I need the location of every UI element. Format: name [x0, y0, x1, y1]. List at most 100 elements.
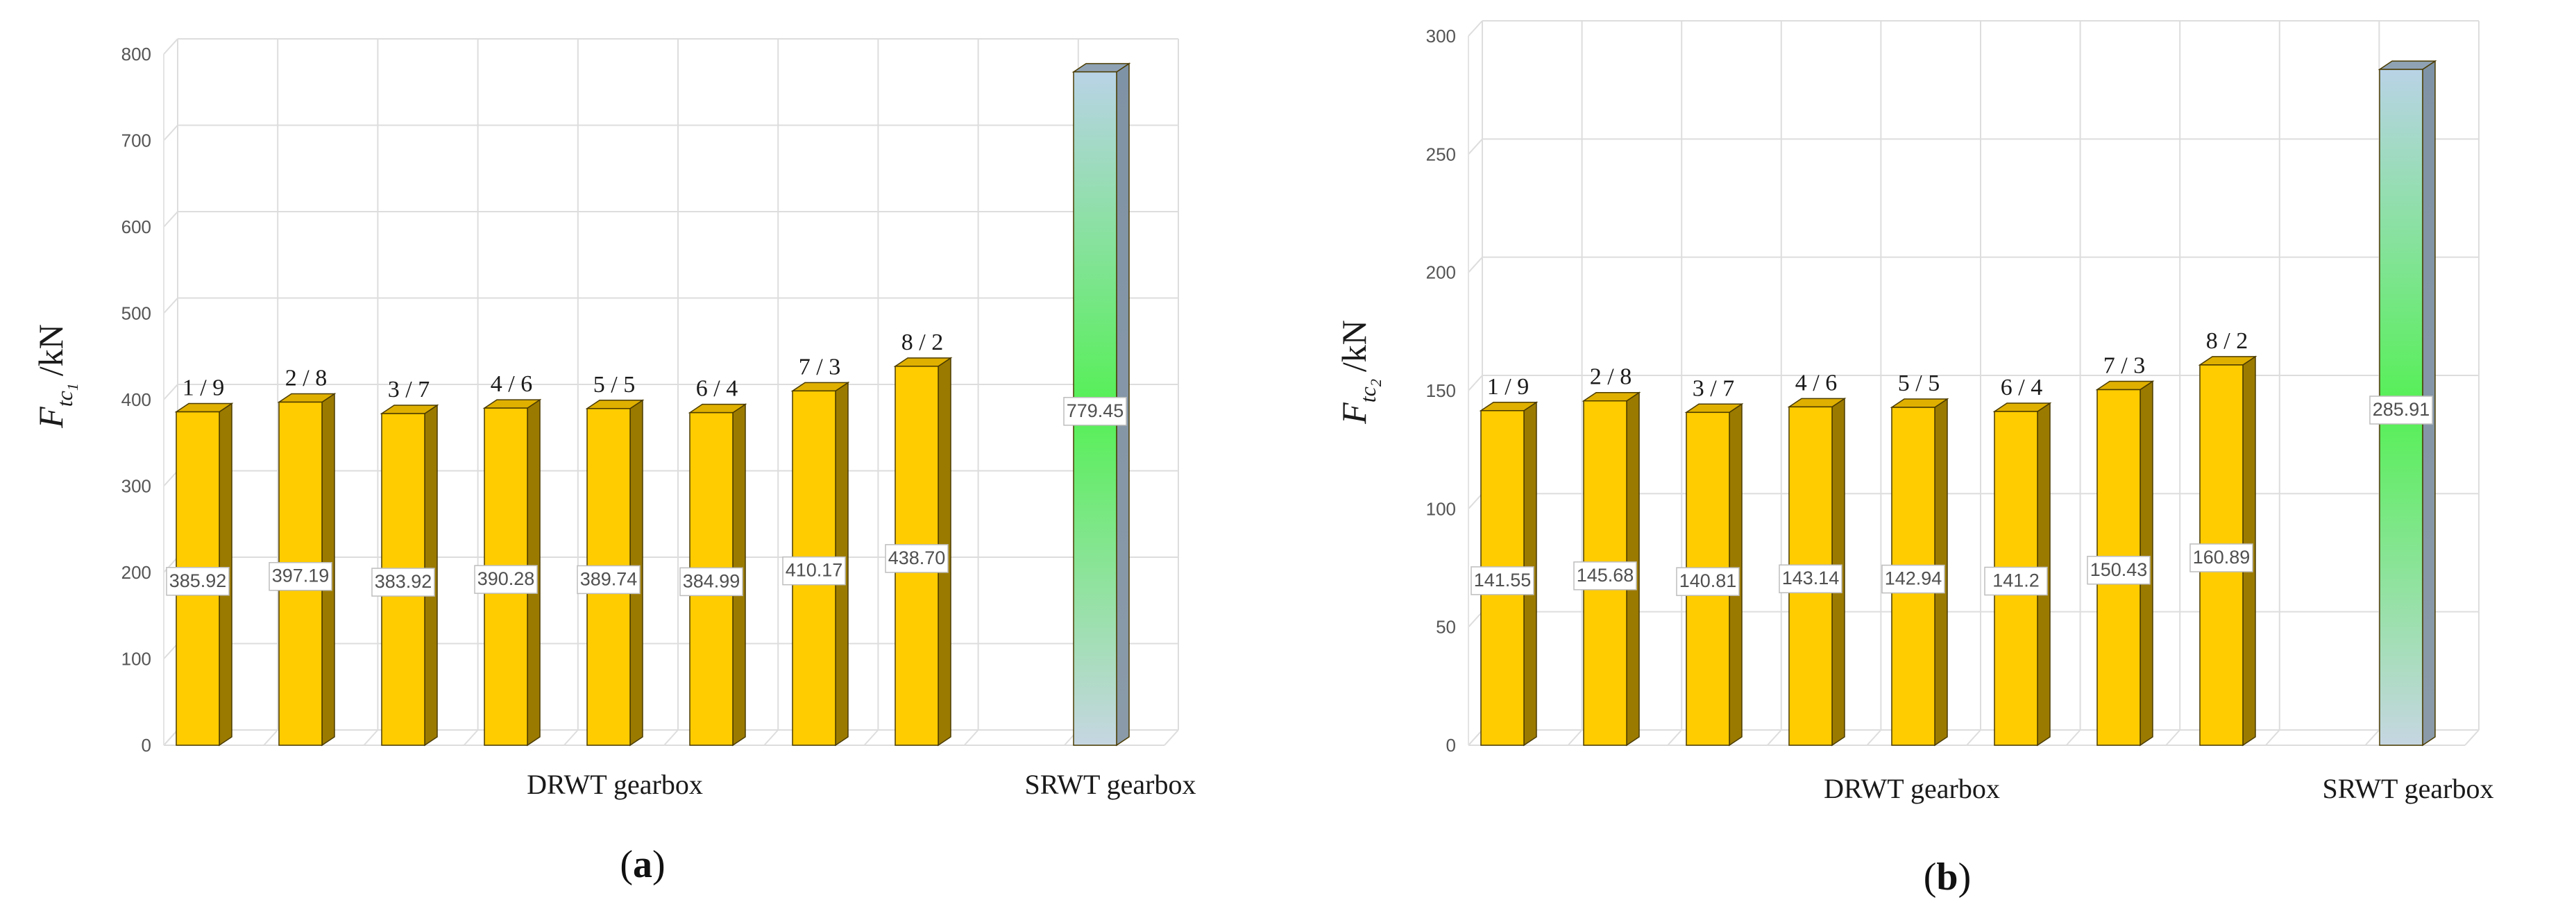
floor-line [1767, 729, 1782, 746]
x-group-label-drwt: DRWT gearbox [1824, 773, 2000, 804]
floor-line [1164, 729, 1179, 746]
data-label: 141.55 [1474, 570, 1532, 591]
ratio-label: 6 / 4 [696, 376, 738, 402]
bar-drwt: 143.14 4 / 6 [1779, 370, 1847, 747]
y-tick-labels: 0 100 200 300 400 500 600 700 800 [121, 44, 151, 756]
bar-drwt: 390.28 4 / 6 [474, 371, 542, 747]
bar-drwt: 140.81 3 / 7 [1676, 375, 1744, 747]
y-tick-label: 0 [1446, 735, 1456, 756]
floor-line [463, 729, 479, 746]
data-label-box [166, 567, 230, 596]
data-label-box [269, 561, 332, 591]
ratio-label: 8 / 2 [901, 330, 943, 355]
data-label: 150.43 [2090, 559, 2148, 580]
bar-drwt: 397.19 2 / 8 [269, 365, 337, 747]
data-label: 140.81 [1679, 570, 1737, 591]
y-axis-label-sub-index: 2 [1367, 379, 1384, 386]
floor-line [1567, 729, 1583, 746]
ratio-label: 3 / 7 [388, 377, 430, 402]
data-label: 142.94 [1885, 568, 1942, 589]
floor-line [763, 729, 779, 746]
data-label: 779.45 [1067, 400, 1124, 421]
y-tick-labels: 0 50 100 150 200 250 300 [1426, 26, 1456, 756]
y-axis-label-sub-index: 1 [64, 383, 81, 391]
ratio-label: 2 / 8 [1590, 364, 1632, 390]
data-label: 160.89 [2193, 547, 2251, 568]
data-label: 397.19 [272, 566, 330, 586]
panel-label-close: ) [1958, 856, 1972, 899]
data-label-box [2087, 556, 2151, 585]
floor-line [363, 729, 379, 746]
data-label: 438.70 [888, 547, 946, 568]
x-group-label-srwt: SRWT gearbox [1024, 769, 1196, 800]
data-label: 145.68 [1577, 565, 1634, 586]
ratio-label: 6 / 4 [2001, 375, 2042, 400]
ratio-label: 5 / 5 [593, 372, 635, 398]
y-axis-label-sub-prime: c [1355, 386, 1380, 396]
gridline-side [1468, 138, 1483, 155]
y-tick-label: 100 [1426, 498, 1456, 519]
y-tick-label: 150 [1426, 380, 1456, 401]
x-group-label-srwt: SRWT gearbox [2322, 773, 2493, 804]
ratio-label: 1 / 9 [183, 375, 224, 401]
data-label-box [1881, 564, 1945, 594]
y-axis-label-unit: /kN [31, 324, 70, 376]
bar-drwt: 142.94 5 / 5 [1881, 371, 1949, 747]
bar-drwt: 438.70 8 / 2 [885, 330, 953, 747]
panel-label-open: ( [1924, 856, 1937, 899]
data-label-box [1984, 566, 2048, 596]
floor-line [1468, 729, 1483, 746]
y-tick-label: 700 [121, 130, 151, 151]
floor-line [2464, 729, 2480, 746]
ratio-label: 1 / 9 [1487, 374, 1529, 400]
floor-line [1966, 729, 1981, 746]
data-label-box [371, 568, 435, 597]
y-axis-label: Ftc1/kN [31, 324, 81, 429]
bar-drwt: 141.2 6 / 4 [1984, 375, 2052, 747]
bar-srwt: 779.45 [1063, 62, 1131, 747]
y-tick-label: 50 [1436, 617, 1456, 638]
y-tick-label: 300 [121, 476, 151, 497]
data-label-box [1573, 561, 1637, 591]
y-axis-label-main: F [1334, 402, 1373, 425]
gridline-side [163, 38, 178, 55]
floor-line [863, 729, 879, 746]
panel-label: (b) [1924, 856, 1971, 899]
ratio-label: 3 / 7 [1693, 375, 1734, 401]
floor-line [263, 729, 278, 746]
bar-drwt: 141.55 1 / 9 [1471, 374, 1539, 747]
floor-line [2165, 729, 2180, 746]
y-tick-label: 400 [121, 389, 151, 410]
panel-a: 0 100 200 300 400 500 600 700 800 Ftc1/kN 385.92 1 … [31, 38, 1196, 886]
y-tick-label: 500 [121, 303, 151, 324]
gridline-side [1468, 375, 1483, 391]
ratio-label: 4 / 6 [1795, 370, 1837, 396]
ratio-label: 7 / 3 [799, 354, 840, 380]
bar-drwt: 383.92 3 / 7 [371, 377, 439, 747]
bar-drwt: 385.92 1 / 9 [166, 375, 234, 747]
data-label-box [679, 567, 743, 597]
y-tick-label: 600 [121, 216, 151, 237]
ratio-label: 7 / 3 [2103, 353, 2145, 379]
gridlines [1468, 20, 2480, 746]
bar-drwt: 145.68 2 / 8 [1573, 364, 1641, 747]
gridline-side [1468, 256, 1483, 273]
floor-line [2364, 729, 2380, 746]
bar-drwt: 160.89 8 / 2 [2189, 328, 2257, 747]
data-label-box [782, 556, 846, 586]
data-label: 143.14 [1782, 568, 1840, 588]
floor-line [1866, 729, 1882, 746]
data-label-box [1676, 567, 1740, 596]
y-tick-label: 300 [1426, 26, 1456, 46]
gridline-side [1468, 611, 1483, 628]
floor-line [663, 729, 679, 746]
ratio-label: 2 / 8 [285, 365, 327, 391]
x-group-label-drwt: DRWT gearbox [527, 769, 703, 800]
data-label: 141.2 [1992, 570, 2040, 591]
data-label: 384.99 [683, 570, 740, 591]
data-label: 410.17 [786, 560, 843, 581]
floor-line [1667, 729, 1682, 746]
panel-label-letter: b [1936, 856, 1958, 899]
data-label-box [2189, 543, 2253, 572]
gridline-side [1468, 20, 1483, 37]
